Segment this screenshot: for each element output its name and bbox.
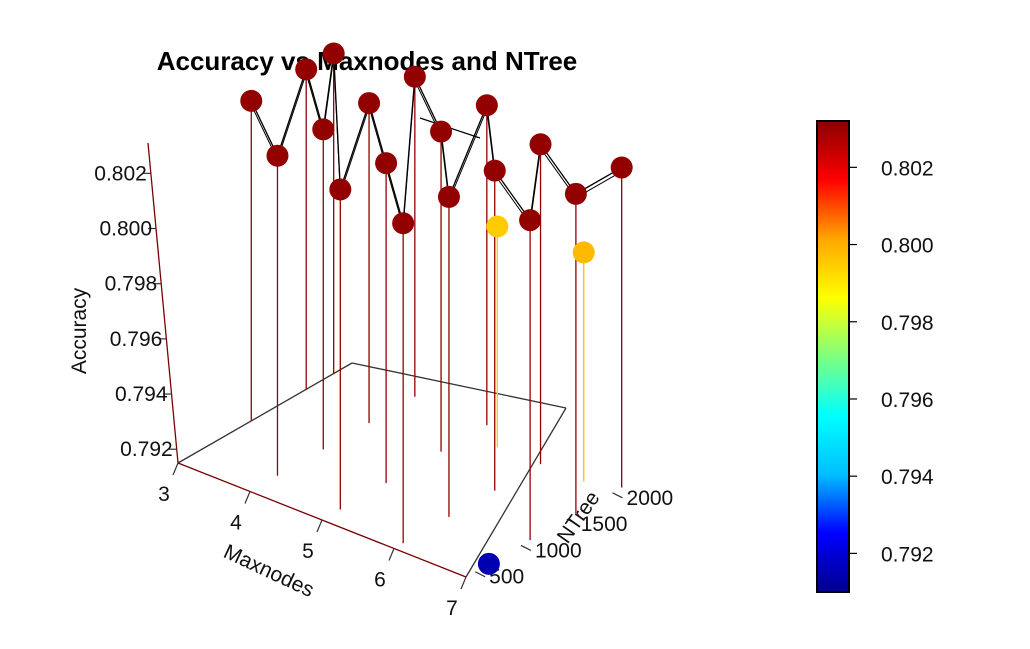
data-points — [240, 42, 633, 575]
data-point — [403, 65, 426, 88]
data-point — [572, 241, 595, 264]
data-point — [358, 92, 381, 115]
z-tick-label: 0.794 — [115, 383, 168, 406]
x-tick-label: 7 — [446, 597, 458, 620]
data-point — [240, 89, 263, 112]
y-tick-label: 1500 — [581, 513, 628, 536]
data-point — [430, 120, 453, 143]
accuracy-axis-label: Accuracy — [68, 287, 91, 374]
colorbar-tick-label: 0.802 — [881, 157, 934, 180]
data-point — [437, 185, 460, 208]
data-point — [375, 152, 398, 175]
colorbar-tick-label: 0.796 — [881, 389, 934, 412]
data-point — [529, 133, 552, 156]
colorbar-tick-label: 0.798 — [881, 312, 934, 335]
data-point — [475, 94, 498, 117]
data-point — [477, 552, 500, 575]
data-point — [329, 178, 352, 201]
z-tick-label: 0.792 — [120, 438, 173, 461]
data-point — [322, 42, 345, 65]
data-point — [519, 209, 542, 232]
data-point — [392, 212, 415, 235]
colorbar-tick-label: 0.800 — [881, 235, 934, 258]
box-edge — [351, 362, 567, 409]
y-tick-label: 2000 — [627, 487, 674, 510]
x-tick-label: 5 — [302, 540, 314, 563]
z-tick-label: 0.798 — [105, 273, 158, 296]
data-point — [312, 118, 335, 141]
x-tick-label: 4 — [230, 512, 242, 535]
y-tick-label: 1000 — [535, 539, 582, 562]
z-tick-label: 0.796 — [110, 328, 163, 351]
colorbar — [816, 120, 850, 593]
box-edge — [147, 142, 179, 464]
x-tick-label: 3 — [158, 483, 170, 506]
colorbar-tick-label: 0.792 — [881, 543, 934, 566]
data-point — [266, 144, 289, 167]
chart-title: Accuracy vs Maxnodes and NTree — [157, 46, 578, 76]
data-point — [564, 182, 587, 205]
box-edge — [177, 362, 353, 464]
y-tick-mark — [566, 518, 578, 525]
z-tick-label: 0.800 — [99, 218, 152, 241]
x-tick-mark — [172, 462, 179, 476]
x-tick-mark — [244, 491, 251, 504]
y-tick-mark — [612, 492, 623, 499]
z-tick-label: 0.802 — [94, 162, 147, 185]
colorbar-ticks: 0.792 0.794 0.796 0.798 0.800 0.802 — [849, 157, 934, 566]
ntree-axis: 500 1000 1500 2000 — [474, 487, 674, 589]
y-tick-mark — [520, 544, 532, 551]
x-tick-mark — [316, 519, 323, 533]
data-point — [483, 159, 506, 182]
data-point — [610, 156, 633, 179]
data-point — [295, 58, 318, 81]
point-stems — [250, 53, 623, 544]
y-tick-mark — [474, 571, 486, 578]
x-tick-mark — [460, 576, 467, 590]
x-tick-label: 6 — [374, 569, 386, 592]
maxnodes-axis: 3 4 5 6 7 — [158, 462, 467, 620]
accuracy-axis: 0.792 0.794 0.796 0.798 0.800 0.802 — [94, 162, 177, 461]
data-point — [486, 215, 509, 238]
plot-box — [147, 142, 567, 578]
box-edge — [465, 407, 567, 578]
colorbar-tick-label: 0.794 — [881, 466, 934, 489]
x-tick-mark — [388, 548, 395, 561]
y-tick-label: 500 — [489, 566, 524, 589]
